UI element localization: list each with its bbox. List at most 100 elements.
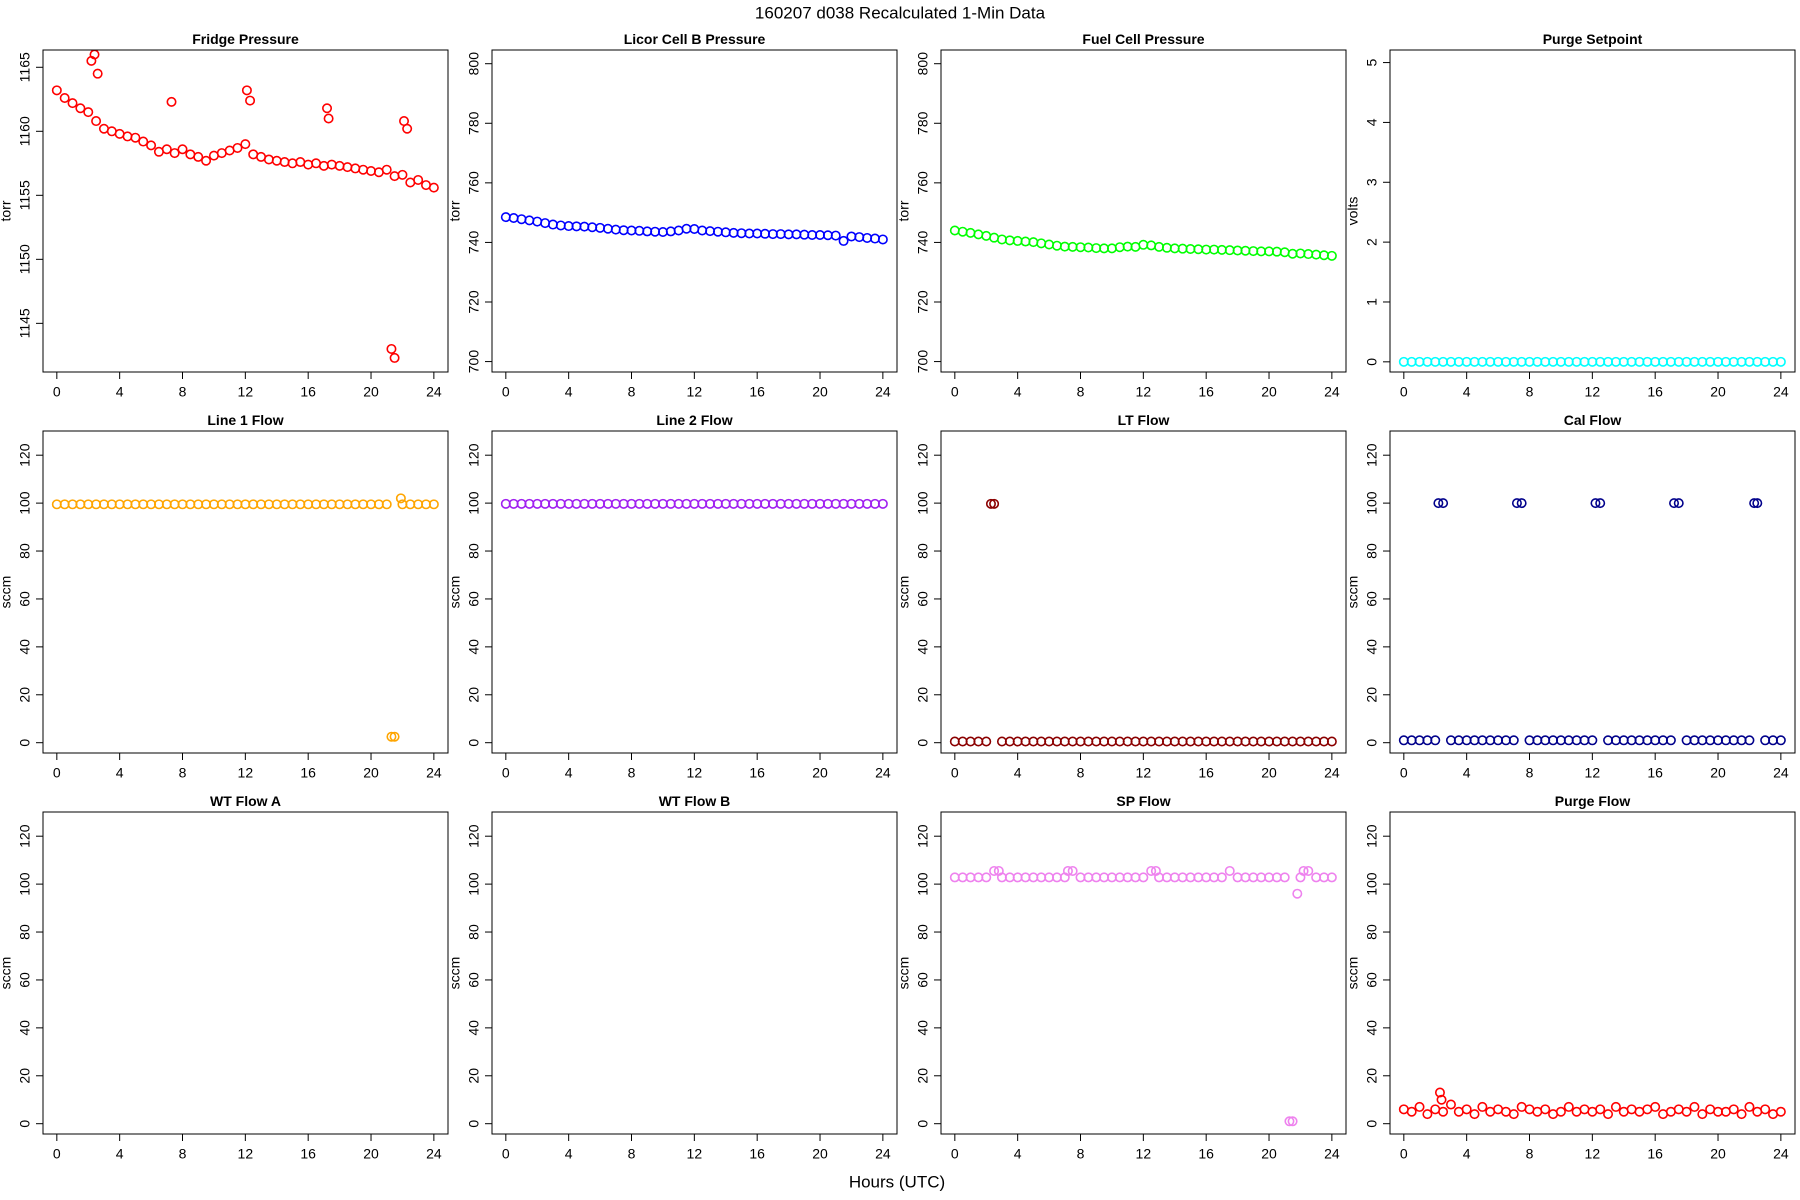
x-tick-label: 20 [1261, 1146, 1277, 1162]
plot-box [491, 430, 898, 754]
data-point [981, 736, 992, 747]
y-tick-label: 100 [915, 491, 931, 515]
y-tick-label: 1150 [17, 244, 33, 274]
data-point [1744, 735, 1755, 746]
x-tick-label: 8 [1526, 765, 1534, 781]
x-tick-label: 12 [1136, 765, 1152, 781]
y-tick-label: 720 [915, 290, 931, 314]
x-tick-label: 20 [363, 384, 379, 400]
x-tick-label: 0 [1400, 384, 1408, 400]
y-tick-label: 740 [915, 231, 931, 255]
data-point [1298, 865, 1309, 876]
y-tick-label: 100 [17, 872, 33, 896]
data-point [323, 113, 334, 124]
y-tick-label: 800 [915, 52, 931, 76]
x-tick-label: 8 [628, 384, 636, 400]
data-point [232, 142, 243, 153]
data-point [1436, 1094, 1447, 1105]
y-tick-label: 0 [466, 1120, 482, 1128]
plot-box [42, 430, 449, 754]
panel-title: WT Flow B [659, 793, 731, 809]
data-point [1138, 872, 1149, 883]
x-tick-label: 12 [687, 384, 703, 400]
x-tick-label: 4 [1014, 765, 1022, 781]
points [949, 498, 1337, 747]
y-tick-label: 800 [466, 52, 482, 76]
data-point [1603, 1109, 1614, 1120]
data-point [985, 498, 996, 509]
y-tick-label: 1155 [17, 180, 33, 210]
data-point [1516, 498, 1527, 509]
panel-title: LT Flow [1118, 412, 1170, 428]
data-point [1511, 498, 1522, 509]
data-point [1477, 1101, 1488, 1112]
data-point [877, 234, 888, 245]
points [949, 865, 1337, 1127]
panel: Cal Flow sccm 0 4 8 12 16 20 24 0 20 40 60 80 100 120 [1345, 412, 1796, 781]
x-tick-label: 16 [1198, 1146, 1214, 1162]
x-tick-label: 8 [628, 1146, 636, 1162]
data-point [1587, 735, 1598, 746]
data-point [1595, 1104, 1606, 1115]
data-point [993, 865, 1004, 876]
x-tick-label: 8 [1077, 384, 1085, 400]
panel-title: WT Flow A [210, 793, 281, 809]
y-tick-label: 60 [1364, 972, 1380, 988]
y-tick-label: 100 [1364, 491, 1380, 515]
data-point [389, 352, 400, 363]
x-tick-label: 16 [1647, 1146, 1663, 1162]
y-axis-label: volts [1345, 197, 1361, 226]
x-tick-label: 12 [1585, 384, 1601, 400]
data-point [1749, 498, 1760, 509]
data-point [1287, 1116, 1298, 1127]
x-tick-label: 16 [300, 765, 316, 781]
y-tick-label: 60 [466, 972, 482, 988]
y-tick-label: 40 [915, 1020, 931, 1036]
x-tick-label: 20 [812, 1146, 828, 1162]
y-tick-label: 700 [915, 350, 931, 374]
x-tick-label: 12 [687, 1146, 703, 1162]
x-tick-label: 0 [502, 1146, 510, 1162]
y-tick-label: 100 [17, 491, 33, 515]
y-tick-label: 80 [1364, 924, 1380, 940]
plot-box [1389, 811, 1796, 1135]
y-tick-label: 120 [466, 443, 482, 467]
x-tick-label: 16 [1198, 384, 1214, 400]
points [1398, 356, 1786, 367]
points [51, 50, 439, 363]
data-point [166, 96, 177, 107]
plot-box [42, 811, 449, 1135]
panel: Purge Flow sccm 0 4 8 12 16 20 24 0 20 40 60 80 100 120 [1345, 793, 1796, 1162]
data-point [1406, 1106, 1417, 1117]
panel: Line 1 Flow sccm 0 4 8 12 16 20 24 0 20 40 60 80 100 12… [0, 412, 449, 781]
panel: WT Flow A sccm 0 4 8 12 16 20 24 0 20 40 60 80 100 120 [0, 793, 449, 1162]
panel: Licor Cell B Pressure torr 0 4 8 12 16 20 24 700 7… [447, 31, 898, 400]
y-tick-label: 2 [1364, 238, 1380, 246]
x-tick-label: 4 [1463, 765, 1471, 781]
data-point [381, 499, 392, 510]
x-tick-label: 0 [53, 384, 61, 400]
panel-title: Line 2 Flow [656, 412, 732, 428]
data-point [1752, 498, 1763, 509]
y-tick-label: 740 [466, 231, 482, 255]
x-tick-label: 4 [116, 765, 124, 781]
x-tick-label: 24 [875, 765, 891, 781]
x-tick-label: 24 [426, 1146, 442, 1162]
y-tick-label: 80 [466, 543, 482, 559]
data-point [59, 93, 70, 104]
plot-box [1389, 430, 1796, 754]
y-tick-label: 60 [915, 591, 931, 607]
data-point [1062, 865, 1073, 876]
data-point [1540, 1104, 1551, 1115]
y-axis-label: sccm [896, 576, 912, 609]
y-tick-label: 780 [915, 111, 931, 135]
x-tick-label: 16 [1198, 765, 1214, 781]
y-tick-label: 60 [17, 972, 33, 988]
panel: WT Flow B sccm 0 4 8 12 16 20 24 0 20 40 60 80 100 120 [447, 793, 898, 1162]
x-tick-label: 0 [951, 765, 959, 781]
data-point [1673, 498, 1684, 509]
x-tick-label: 0 [502, 765, 510, 781]
x-tick-label: 4 [116, 384, 124, 400]
data-point [161, 144, 172, 155]
